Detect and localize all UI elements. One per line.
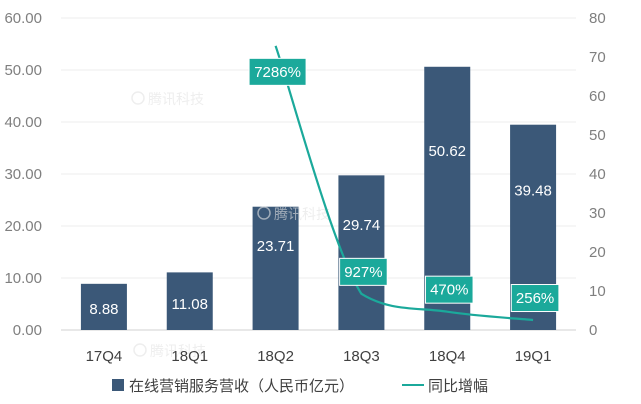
watermark-logo-icon <box>133 343 147 357</box>
bar-17Q4 <box>80 283 127 330</box>
growth-value-label: 256% <box>516 290 554 307</box>
legend-label-revenue: 在线营销服务营收（人民币亿元） <box>129 377 354 395</box>
x-tick-label: 19Q1 <box>515 348 552 365</box>
growth-value-label: 470% <box>430 282 468 299</box>
bar-value-label: 11.08 <box>172 296 208 313</box>
y-left-tick-label: 10.00 <box>4 270 42 287</box>
x-tick-label: 18Q3 <box>343 348 380 365</box>
bar-18Q1 <box>166 272 213 330</box>
axes: 0.00 10.00 20.00 30.00 40.00 50.00 60.00 0 10 20 3… <box>4 10 605 365</box>
legend: 在线营销服务营收（人民币亿元） 同比增幅 <box>112 377 488 395</box>
bar-value-label: 23.71 <box>257 238 295 255</box>
bar-data-labels: 8.88 11.08 23.71 29.74 50.62 39.48 <box>89 143 552 318</box>
growth-label-box <box>248 57 307 86</box>
y-right-tick-label: 30 <box>589 205 606 222</box>
watermark-text: 腾讯科技 <box>150 343 206 360</box>
growth-value-label: 927% <box>344 264 382 281</box>
growth-line <box>274 45 534 322</box>
bar-value-label: 29.74 <box>343 217 381 234</box>
y-right-tick-label: 20 <box>589 244 606 261</box>
legend-label-growth: 同比增幅 <box>428 377 488 395</box>
growth-label-box <box>424 275 474 304</box>
y-left-tick-label: 20.00 <box>4 218 42 235</box>
y-left-tick-label: 60.00 <box>4 10 42 27</box>
y-right-tick-label: 70 <box>589 49 606 66</box>
y-left-tick-label: 0.00 <box>13 322 42 339</box>
y-right-tick-label: 40 <box>589 166 606 183</box>
bar-18Q2 <box>252 206 299 330</box>
bar-value-label: 8.88 <box>89 301 118 318</box>
y-left-tick-label: 30.00 <box>4 166 42 183</box>
watermarks: 腾讯科技 腾讯科技 腾讯科技 <box>131 91 330 360</box>
y-right-tick-label: 10 <box>589 283 606 300</box>
watermark-text: 腾讯科技 <box>274 206 330 223</box>
y-right-tick-label: 80 <box>589 10 606 27</box>
y-right-tick-label: 50 <box>589 127 606 144</box>
y-right-tick-label: 0 <box>589 322 597 339</box>
bar-value-label: 50.62 <box>428 143 466 160</box>
x-tick-label: 18Q1 <box>171 348 208 365</box>
y-right-tick-label: 60 <box>589 88 606 105</box>
x-tick-label: 18Q2 <box>257 348 294 365</box>
x-tick-label: 18Q4 <box>429 348 466 365</box>
growth-label-box <box>510 284 560 313</box>
watermark-logo-icon <box>257 206 271 220</box>
growth-label-box <box>339 257 388 286</box>
x-tick-label: 17Q4 <box>86 348 123 365</box>
watermark-text: 腾讯科技 <box>148 91 204 108</box>
line-series: 7286% 927% 470% 256% <box>248 45 560 322</box>
growth-value-label: 7286% <box>254 64 301 81</box>
gridlines <box>61 17 576 331</box>
bar-18Q3 <box>338 175 385 330</box>
legend-swatch-revenue <box>112 379 124 391</box>
y-left-tick-label: 50.00 <box>4 62 42 79</box>
watermark-logo-icon <box>131 91 145 105</box>
y-left-tick-label: 40.00 <box>4 114 42 131</box>
bar-value-label: 39.48 <box>514 182 552 199</box>
